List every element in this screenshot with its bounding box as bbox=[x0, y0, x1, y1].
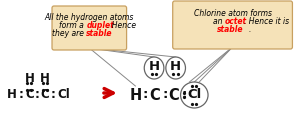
Ellipse shape bbox=[181, 82, 208, 108]
Ellipse shape bbox=[144, 57, 164, 79]
Text: octet: octet bbox=[225, 16, 247, 25]
Text: they are: they are bbox=[52, 29, 86, 38]
Text: duplet: duplet bbox=[86, 21, 114, 30]
Text: H: H bbox=[129, 87, 142, 102]
Text: C: C bbox=[168, 87, 179, 102]
Text: H: H bbox=[170, 61, 181, 74]
Text: C: C bbox=[41, 89, 50, 101]
Text: :: : bbox=[162, 89, 168, 101]
Text: All the hydrogen atoms: All the hydrogen atoms bbox=[45, 14, 134, 23]
Text: form a: form a bbox=[59, 21, 86, 30]
Text: C: C bbox=[25, 89, 34, 101]
Text: .: . bbox=[106, 29, 108, 38]
Text: stable: stable bbox=[218, 25, 244, 34]
Text: C: C bbox=[150, 87, 160, 102]
Text: :: : bbox=[142, 89, 148, 101]
Text: . Hence: . Hence bbox=[107, 21, 136, 30]
FancyBboxPatch shape bbox=[52, 6, 127, 50]
Text: an: an bbox=[213, 16, 225, 25]
FancyBboxPatch shape bbox=[173, 1, 292, 49]
Ellipse shape bbox=[166, 57, 185, 79]
Text: Chlorine atom forms: Chlorine atom forms bbox=[194, 8, 272, 17]
Text: . Hence it is: . Hence it is bbox=[244, 16, 290, 25]
Text: H: H bbox=[40, 71, 50, 85]
Text: H: H bbox=[148, 61, 160, 74]
Text: :: : bbox=[182, 89, 187, 101]
Text: :: : bbox=[35, 89, 40, 101]
Text: H: H bbox=[25, 71, 34, 85]
Text: Cl: Cl bbox=[57, 89, 70, 101]
Text: Cl: Cl bbox=[187, 89, 201, 101]
Text: stable: stable bbox=[86, 29, 113, 38]
Text: .: . bbox=[248, 25, 251, 34]
Text: :: : bbox=[51, 89, 56, 101]
Text: :: : bbox=[18, 89, 23, 101]
Text: H: H bbox=[7, 89, 17, 101]
